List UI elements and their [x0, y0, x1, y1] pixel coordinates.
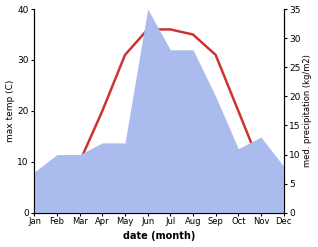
X-axis label: date (month): date (month) [123, 231, 195, 242]
Y-axis label: med. precipitation (kg/m2): med. precipitation (kg/m2) [303, 54, 313, 167]
Y-axis label: max temp (C): max temp (C) [5, 80, 15, 142]
